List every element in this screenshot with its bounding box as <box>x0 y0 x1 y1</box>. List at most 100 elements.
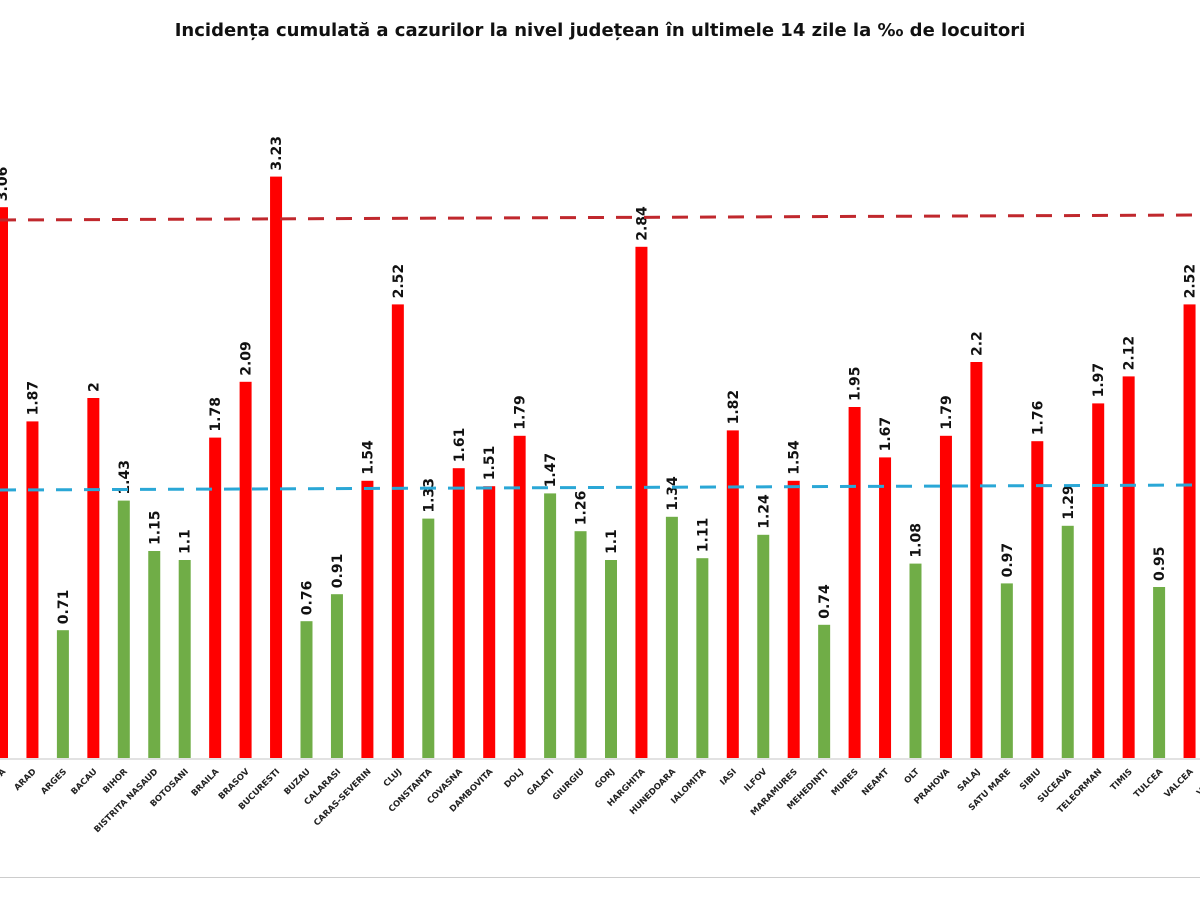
chart-title: Incidența cumulată a cazurilor la nivel … <box>174 20 1026 41</box>
category-label: ILFOV <box>743 767 770 794</box>
bar-braila <box>209 437 222 758</box>
data-label: 1.26 <box>574 491 590 526</box>
category-label: ARAD <box>13 767 39 793</box>
data-label: 2.52 <box>1183 264 1199 299</box>
data-label: 2.2 <box>969 331 985 356</box>
category-label: SIBIU <box>1018 767 1043 792</box>
bar-satu-mare <box>1000 583 1013 758</box>
data-label: 1.47 <box>543 453 559 488</box>
bar-cluj <box>391 304 404 758</box>
data-label: 0.95 <box>1152 546 1168 581</box>
data-label: 1.29 <box>1061 485 1077 520</box>
bar-hunedoara <box>665 516 678 758</box>
category-label: DOLJ <box>503 767 526 790</box>
bar-suceava <box>1061 525 1074 758</box>
bar-brasov <box>239 381 252 758</box>
bar-sibiu <box>1031 441 1044 758</box>
data-label: 0.76 <box>300 581 316 616</box>
data-label: 2.52 <box>391 264 407 299</box>
data-label: 1.95 <box>848 366 864 401</box>
data-label: 3.23 <box>269 136 285 171</box>
bar-ilfov <box>757 534 770 758</box>
bar-buzau <box>300 621 313 758</box>
bar-gorj <box>605 560 617 758</box>
data-label: 1.87 <box>25 381 41 416</box>
reference-line-blue <box>0 483 1200 492</box>
data-label: 2.09 <box>239 341 255 376</box>
category-label: OLT <box>902 767 921 786</box>
bar-prahova <box>939 435 952 758</box>
category-label: CARAS-SEVERIN <box>312 767 373 828</box>
bar-neamt <box>879 457 892 758</box>
data-label: 1.67 <box>878 417 894 452</box>
category-label: NEAMT <box>860 767 891 798</box>
bar-timis <box>1122 376 1135 758</box>
data-label: 1.54 <box>360 440 376 475</box>
category-label: GALATI <box>525 767 556 798</box>
bar-bihor <box>117 500 130 758</box>
bar-teleorman <box>1092 403 1105 758</box>
data-label: 1.1 <box>604 529 620 554</box>
category-label: BUZAU <box>282 767 312 797</box>
bar-iasi <box>726 430 739 758</box>
data-label: 1.11 <box>695 518 711 553</box>
bar-bacau <box>87 398 100 758</box>
bar-valcea <box>1183 304 1196 758</box>
category-label: MURES <box>830 767 861 798</box>
bar-bistrita-nasaud <box>148 551 161 758</box>
data-label: 3.06 <box>0 167 11 202</box>
data-label: 1.51 <box>482 446 498 481</box>
category-label: BIHOR <box>101 767 130 796</box>
data-label: 1.97 <box>1091 363 1107 398</box>
data-label: 2 <box>86 382 102 392</box>
category-label: ARGES <box>39 767 69 797</box>
bar-mures <box>848 407 861 758</box>
data-label: 2.12 <box>1122 336 1138 371</box>
data-label: 1.76 <box>1030 401 1046 436</box>
bar-dambovita <box>483 486 496 758</box>
bar-salaj <box>970 362 983 758</box>
bar-caras-severin <box>361 480 374 758</box>
bar-constanta <box>422 518 435 758</box>
bar-covasna <box>452 468 465 758</box>
bar-mehedinti <box>818 624 831 758</box>
bar-calarasi <box>330 594 343 758</box>
category-label: ALBA <box>0 767 8 792</box>
category-label: GORJ <box>593 767 617 791</box>
category-label: TIMIS <box>1109 767 1135 793</box>
category-label: VALCEA <box>1163 767 1196 800</box>
data-label: 1.43 <box>117 460 133 495</box>
bar-alba <box>0 207 8 758</box>
bar-arges <box>56 630 69 758</box>
data-label: 1.79 <box>939 395 955 430</box>
data-label: 0.91 <box>330 554 346 589</box>
bar-olt <box>909 563 922 758</box>
data-label: 1.34 <box>665 476 681 511</box>
data-label: 1.54 <box>787 440 803 475</box>
bar-ialomita <box>696 558 709 758</box>
reference-line-red <box>0 213 1200 222</box>
data-label: 0.74 <box>817 584 833 619</box>
category-label: GIURGIU <box>551 767 587 803</box>
bar-galati <box>544 493 557 758</box>
data-label: 0.71 <box>56 590 72 625</box>
category-label: BACAU <box>69 767 99 797</box>
bar-tulcea <box>1153 587 1166 758</box>
bar-bucuresti <box>270 176 283 759</box>
data-label: 1.33 <box>421 478 437 513</box>
data-label: 1.24 <box>756 494 772 529</box>
bar-giurgiu <box>574 531 587 758</box>
category-label: CLUJ <box>382 767 404 789</box>
data-label: 2.84 <box>634 206 650 241</box>
data-label: 1.78 <box>208 397 224 432</box>
bar-harghita <box>635 246 648 759</box>
chart-frame <box>0 877 1200 878</box>
category-label: TULCEA <box>1132 767 1165 800</box>
data-label: 1.79 <box>513 395 529 430</box>
bar-botosani <box>178 560 191 758</box>
data-label: 1.61 <box>452 428 468 463</box>
data-label: 1.08 <box>909 523 925 558</box>
data-label: 1.15 <box>147 510 163 545</box>
data-label: 1.82 <box>726 390 742 425</box>
